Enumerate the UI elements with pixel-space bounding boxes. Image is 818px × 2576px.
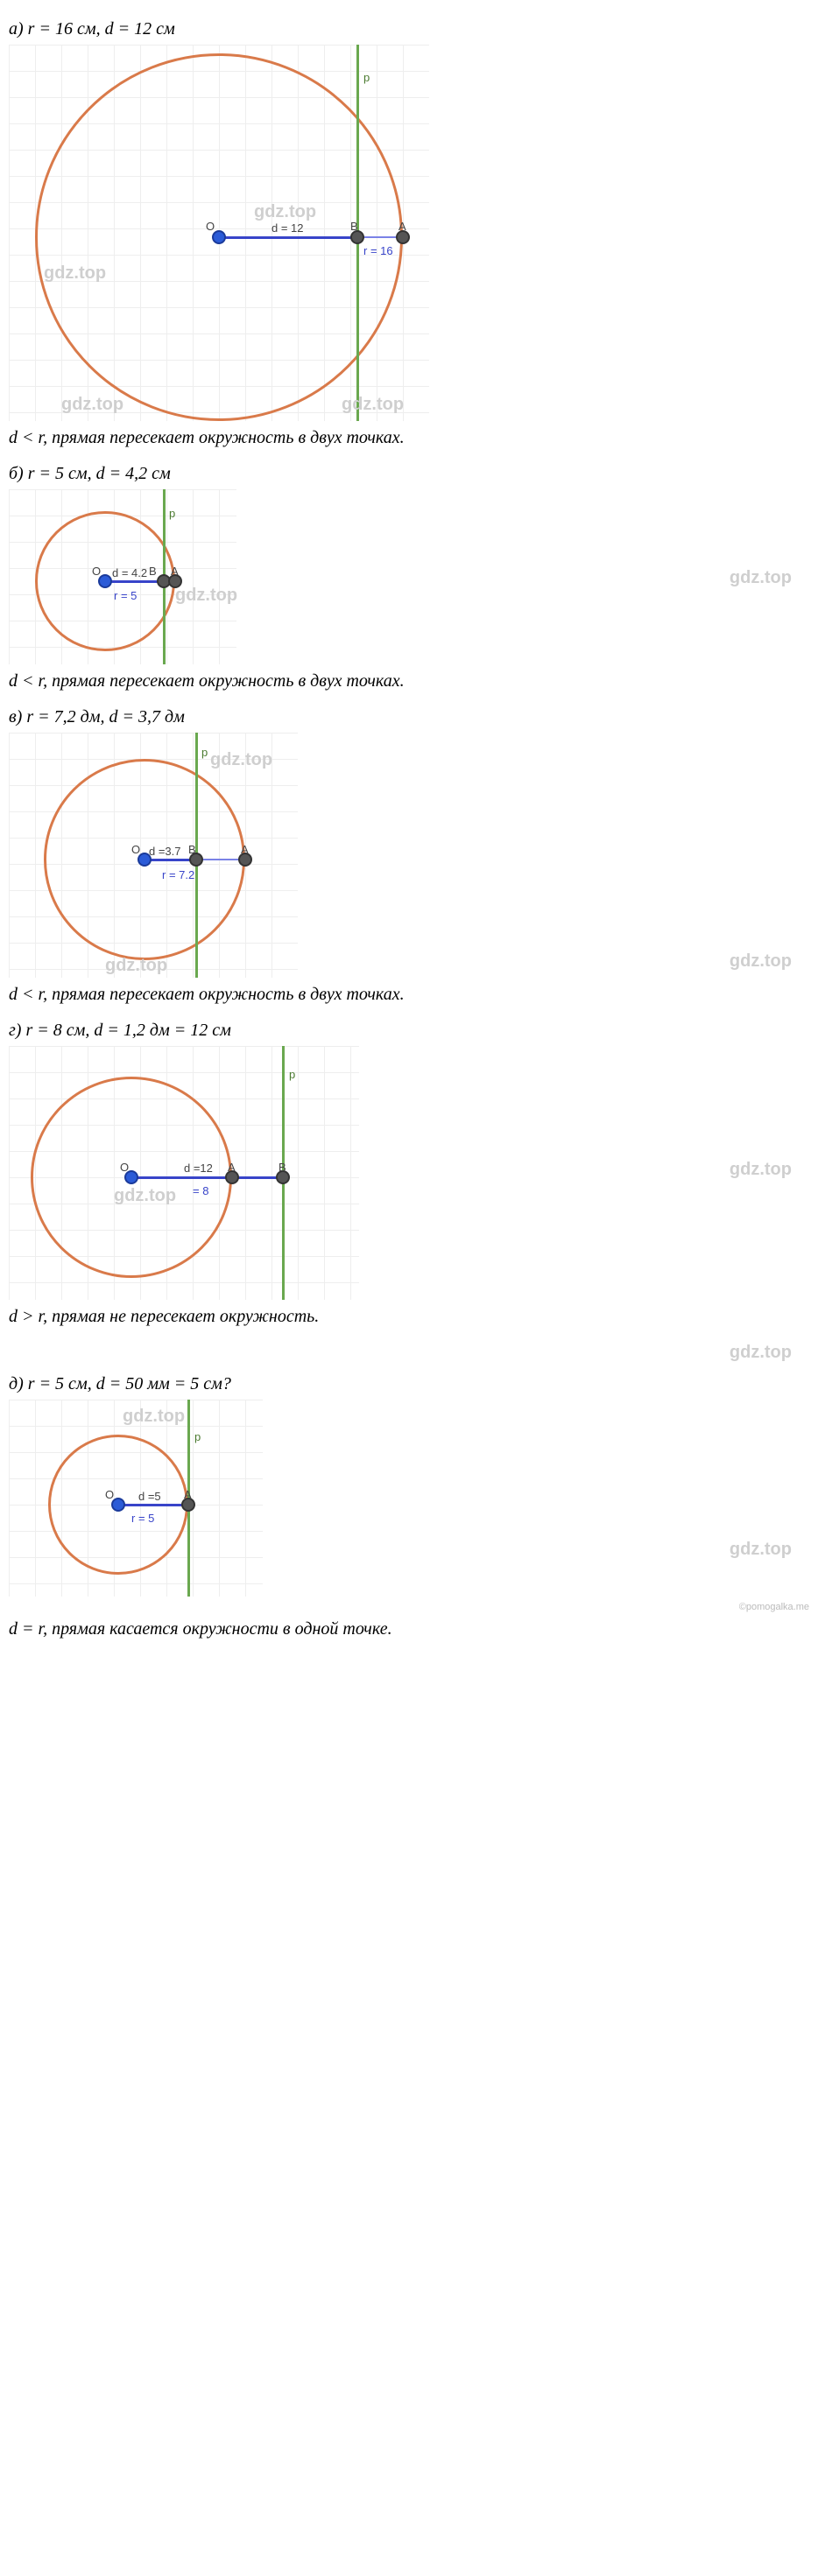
label-v-d: d = 3,7 дм (109, 707, 185, 726)
side-wm-b: gdz.top (730, 568, 792, 588)
lbl-B-a: B (350, 220, 358, 233)
lbl-r-g: = 8 (193, 1184, 208, 1197)
conclusion-d-text: d = r, прямая касается окружности в одно… (9, 1619, 392, 1639)
lbl-p-a: p (363, 71, 370, 84)
wm-a-4: gdz.top (342, 395, 404, 415)
lbl-r-d: r = 5 (131, 1512, 154, 1525)
lbl-p-g: p (289, 1068, 295, 1081)
lbl-B-v: B (188, 843, 196, 856)
footer-credit: ©pomogalka.me (9, 1602, 809, 1612)
lbl-B-g: B (279, 1161, 286, 1174)
diagram-d: p O A d =5 r = 5 gdz.top (9, 1400, 263, 1597)
lbl-A-v: A (241, 843, 249, 856)
seg-d-b (105, 580, 164, 583)
lbl-d-a: d = 12 (271, 221, 304, 235)
label-d-prefix: д) (9, 1374, 28, 1393)
seg-d-d (118, 1504, 188, 1506)
problem-b-label: б) r = 5 см, d = 4,2 см (9, 464, 809, 484)
label-v-r: r = 7,2 дм, (26, 707, 109, 726)
side-wm-v: gdz.top (730, 951, 792, 972)
lbl-A-a: A (398, 220, 406, 233)
label-d-r: r = 5 см, (28, 1374, 96, 1393)
lbl-A-g: A (228, 1161, 236, 1174)
side-wm-g: gdz.top (730, 1160, 792, 1180)
lbl-A-b: A (171, 565, 179, 578)
wm-v-1: gdz.top (210, 750, 272, 770)
conclusion-b: d < r, прямая пересекает окружность в дв… (9, 671, 809, 691)
diagram-b: p O B A d = 4.2 r = 5 gdz.top (9, 489, 236, 664)
label-a-r: r = 16 см, (28, 19, 105, 39)
lbl-d-d: d =5 (138, 1490, 161, 1503)
conclusion-g: d > r, прямая не пересекает окружность. (9, 1307, 809, 1327)
side-wm-d: gdz.top (730, 1540, 792, 1560)
problem-g-label: г) r = 8 см, d = 1,2 дм = 12 см (9, 1021, 809, 1041)
conclusion-b-text: d < r, прямая пересекает окружность в дв… (9, 671, 405, 691)
lbl-p-v: p (201, 746, 208, 759)
wm-a-3: gdz.top (61, 395, 123, 415)
lbl-p-d: p (194, 1430, 201, 1443)
diagram-v: p O B A d =3.7 r = 7.2 gdz.top gdz.top (9, 733, 298, 978)
label-g-prefix: г) (9, 1021, 25, 1040)
lbl-O-d: O (105, 1488, 114, 1501)
lbl-d-v: d =3.7 (149, 845, 181, 858)
wm-d-1: gdz.top (123, 1407, 185, 1427)
conclusion-d: d = r, прямая касается окружности в одно… (9, 1619, 809, 1639)
label-b-prefix: б) (9, 464, 28, 483)
lbl-B-b: B (149, 565, 157, 578)
label-a-d: d = 12 см (105, 19, 175, 39)
side-wm-g2: gdz.top (730, 1343, 792, 1363)
label-v-prefix: в) (9, 707, 26, 726)
seg-d-g (131, 1176, 283, 1179)
diagram-a: p O B A d = 12 r = 16 gdz.top gdz.top gd… (9, 45, 429, 421)
lbl-O-g: O (120, 1161, 129, 1174)
lbl-p-b: p (169, 507, 175, 520)
conclusion-a: d < r, прямая пересекает окружность в дв… (9, 428, 809, 448)
wm-b-1: gdz.top (175, 586, 237, 606)
seg-d-a (219, 236, 357, 239)
lbl-A-d: A (184, 1488, 192, 1501)
problem-a-label: а) r = 16 см, d = 12 см (9, 19, 809, 39)
lbl-d-b: d = 4.2 (112, 566, 147, 579)
conclusion-g-text: d > r, прямая не пересекает окружность. (9, 1307, 319, 1326)
lbl-O-v: O (131, 843, 140, 856)
label-b-r: r = 5 см, (28, 464, 96, 483)
label-a-prefix: а) (9, 19, 28, 39)
conclusion-v-text: d < r, прямая пересекает окружность в дв… (9, 985, 405, 1004)
label-b-d: d = 4,2 см (96, 464, 171, 483)
problem-d-label: д) r = 5 см, d = 50 мм = 5 см? (9, 1374, 809, 1394)
conclusion-v: d < r, прямая пересекает окружность в дв… (9, 985, 809, 1005)
lbl-O-a: O (206, 220, 215, 233)
label-d-d: d = 50 мм = 5 см? (96, 1374, 231, 1393)
label-g-d: d = 1,2 дм = 12 см (94, 1021, 231, 1040)
conclusion-a-text: d < r, прямая пересекает окружность в дв… (9, 428, 405, 447)
label-g-r: r = 8 см, (25, 1021, 94, 1040)
problem-v-label: в) r = 7,2 дм, d = 3,7 дм (9, 707, 809, 727)
lbl-r-a: r = 16 (363, 244, 393, 257)
diagram-g: p O A B d =12 = 8 gdz.top (9, 1046, 359, 1300)
lbl-r-v: r = 7.2 (162, 868, 194, 881)
lbl-d-g: d =12 (184, 1162, 213, 1175)
lbl-O-b: O (92, 565, 101, 578)
lbl-r-b: r = 5 (114, 589, 137, 602)
